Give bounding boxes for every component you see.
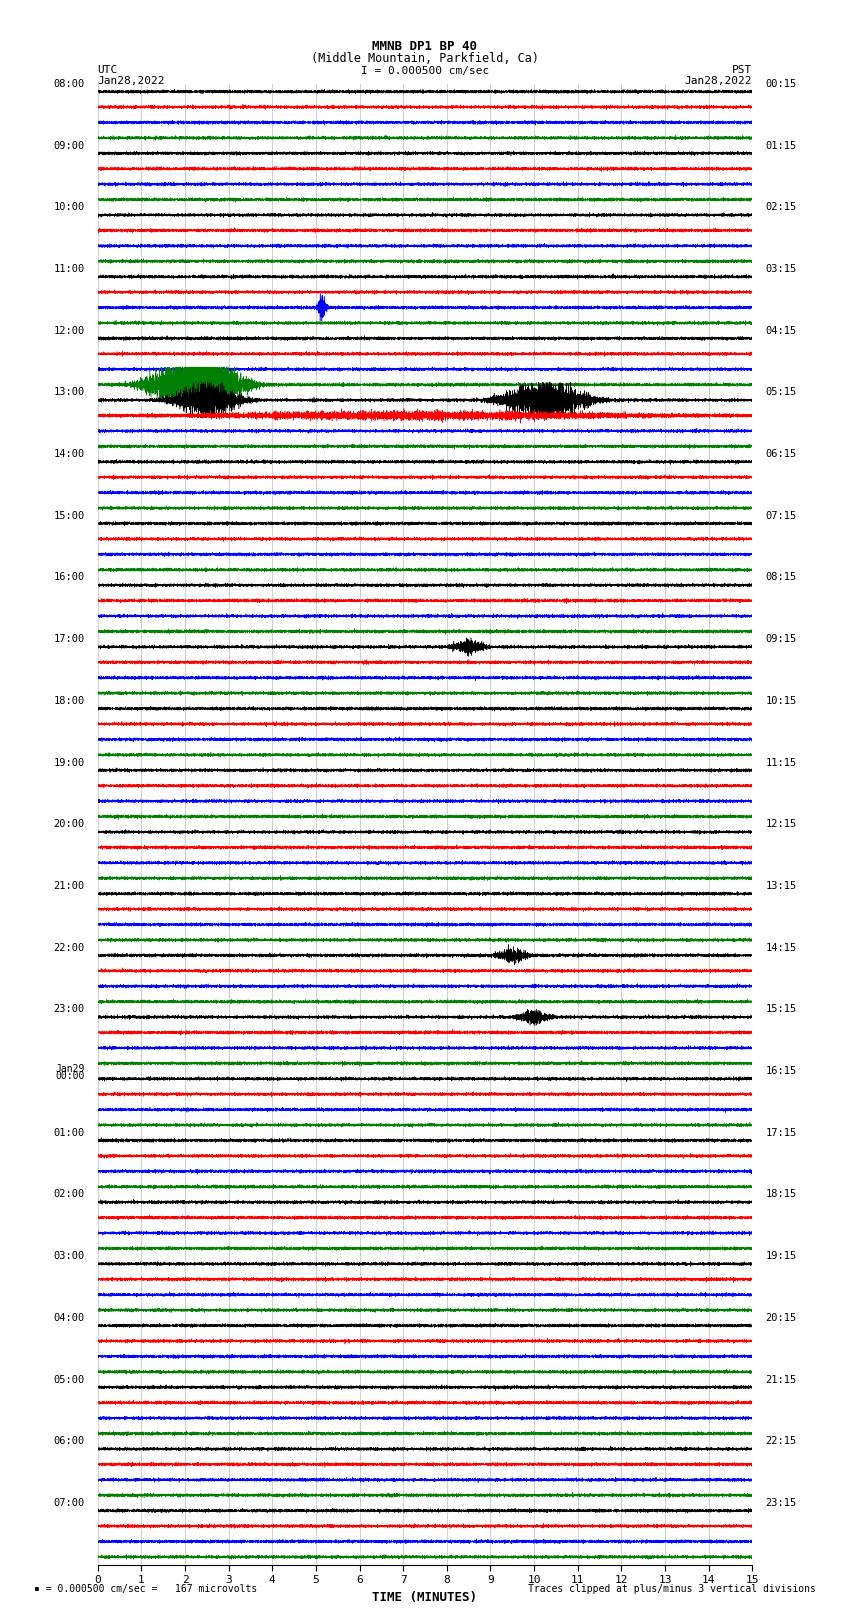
Text: 08:00: 08:00 [54, 79, 85, 89]
Text: 00:00: 00:00 [55, 1071, 85, 1081]
Text: Traces clipped at plus/minus 3 vertical divisions: Traces clipped at plus/minus 3 vertical … [528, 1584, 816, 1594]
Text: 09:15: 09:15 [765, 634, 796, 644]
Text: 04:00: 04:00 [54, 1313, 85, 1323]
Text: 02:00: 02:00 [54, 1189, 85, 1200]
Text: 14:00: 14:00 [54, 448, 85, 460]
Text: 20:15: 20:15 [765, 1313, 796, 1323]
Text: 07:15: 07:15 [765, 511, 796, 521]
Text: I = 0.000500 cm/sec: I = 0.000500 cm/sec [361, 66, 489, 76]
X-axis label: TIME (MINUTES): TIME (MINUTES) [372, 1590, 478, 1603]
Text: 11:00: 11:00 [54, 265, 85, 274]
Text: 10:15: 10:15 [765, 695, 796, 706]
Text: 23:15: 23:15 [765, 1498, 796, 1508]
Text: 17:15: 17:15 [765, 1127, 796, 1137]
Text: 20:00: 20:00 [54, 819, 85, 829]
Text: 01:15: 01:15 [765, 140, 796, 150]
Text: (Middle Mountain, Parkfield, Ca): (Middle Mountain, Parkfield, Ca) [311, 52, 539, 65]
Text: 13:00: 13:00 [54, 387, 85, 397]
Text: Jan28,2022: Jan28,2022 [685, 76, 752, 85]
Text: 12:15: 12:15 [765, 819, 796, 829]
Text: 18:15: 18:15 [765, 1189, 796, 1200]
Text: 22:00: 22:00 [54, 942, 85, 953]
Text: UTC: UTC [98, 65, 118, 74]
Text: 22:15: 22:15 [765, 1436, 796, 1447]
Text: 23:00: 23:00 [54, 1005, 85, 1015]
Text: 15:15: 15:15 [765, 1005, 796, 1015]
Text: 15:00: 15:00 [54, 511, 85, 521]
Text: 02:15: 02:15 [765, 202, 796, 213]
Text: 12:00: 12:00 [54, 326, 85, 336]
Text: 04:15: 04:15 [765, 326, 796, 336]
Text: 10:00: 10:00 [54, 202, 85, 213]
Text: 00:15: 00:15 [765, 79, 796, 89]
Text: 14:15: 14:15 [765, 942, 796, 953]
Text: 06:00: 06:00 [54, 1436, 85, 1447]
Text: 19:00: 19:00 [54, 758, 85, 768]
Text: 18:00: 18:00 [54, 695, 85, 706]
Text: Jan29: Jan29 [55, 1063, 85, 1074]
Text: 08:15: 08:15 [765, 573, 796, 582]
Text: Jan28,2022: Jan28,2022 [98, 76, 165, 85]
Text: 03:15: 03:15 [765, 265, 796, 274]
Text: 16:00: 16:00 [54, 573, 85, 582]
Text: 01:00: 01:00 [54, 1127, 85, 1137]
Text: 13:15: 13:15 [765, 881, 796, 890]
Text: PST: PST [732, 65, 752, 74]
Text: 19:15: 19:15 [765, 1252, 796, 1261]
Text: MMNB DP1 BP 40: MMNB DP1 BP 40 [372, 40, 478, 53]
Text: 05:15: 05:15 [765, 387, 796, 397]
Text: 11:15: 11:15 [765, 758, 796, 768]
Text: 16:15: 16:15 [765, 1066, 796, 1076]
Text: 21:00: 21:00 [54, 881, 85, 890]
Text: ▪ = 0.000500 cm/sec =   167 microvolts: ▪ = 0.000500 cm/sec = 167 microvolts [34, 1584, 258, 1594]
Text: 17:00: 17:00 [54, 634, 85, 644]
Text: 07:00: 07:00 [54, 1498, 85, 1508]
Text: 05:00: 05:00 [54, 1374, 85, 1384]
Text: 03:00: 03:00 [54, 1252, 85, 1261]
Text: 06:15: 06:15 [765, 448, 796, 460]
Text: 21:15: 21:15 [765, 1374, 796, 1384]
Text: 09:00: 09:00 [54, 140, 85, 150]
